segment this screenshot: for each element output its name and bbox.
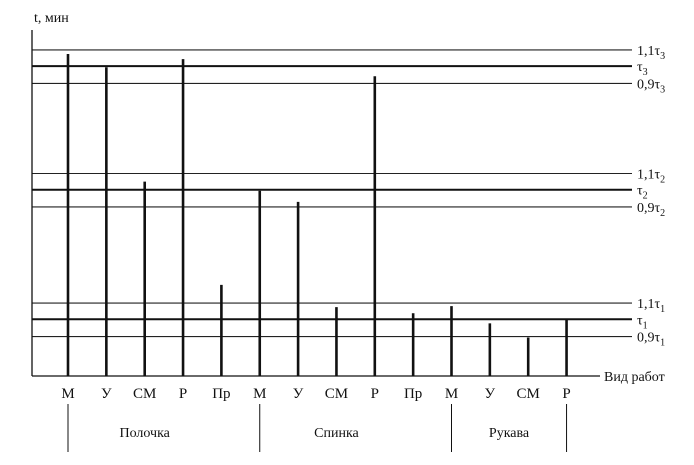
reference-line-label: 0,9τ2 <box>637 201 665 219</box>
x-tick-label: Р <box>562 386 570 402</box>
group-label: Рукава <box>489 426 530 441</box>
y-axis-title: t, мин <box>34 11 69 26</box>
x-tick-label: Р <box>371 386 379 402</box>
reference-line-label: 1,1τ3 <box>637 44 665 62</box>
reference-line-label: τ2 <box>637 184 648 202</box>
group-label: Полочка <box>119 426 170 441</box>
x-tick-label: СМ <box>325 386 348 402</box>
x-tick-label: У <box>101 386 112 402</box>
group-label: Спинка <box>314 426 359 441</box>
tick-labels: М У СМ Р Пр М У СМ Р Пр М У СМ Р <box>61 386 570 402</box>
x-tick-label: СМ <box>133 386 156 402</box>
x-tick-label: У <box>485 386 496 402</box>
reference-line-label: 1,1τ1 <box>637 297 665 315</box>
reference-lines <box>32 49 632 338</box>
reference-line-label: τ1 <box>637 313 648 331</box>
group-dividers <box>67 404 568 452</box>
x-tick-label: Р <box>179 386 187 402</box>
reference-line-label: τ3 <box>637 60 648 78</box>
x-tick-label: М <box>253 386 266 402</box>
reference-line-label: 0,9τ3 <box>637 77 665 95</box>
x-tick-label: Пр <box>404 386 422 402</box>
x-axis-title: Вид работ <box>604 370 665 385</box>
x-tick-label: Пр <box>212 386 230 402</box>
bars <box>66 54 568 376</box>
group-labels: Полочка Спинка Рукава <box>119 426 529 441</box>
reference-line-label: 1,1τ2 <box>637 168 665 186</box>
x-tick-label: У <box>293 386 304 402</box>
x-tick-label: М <box>445 386 458 402</box>
x-tick-label: М <box>61 386 74 402</box>
x-tick-label: СМ <box>517 386 540 402</box>
reference-line-label: 0,9τ1 <box>637 331 665 349</box>
